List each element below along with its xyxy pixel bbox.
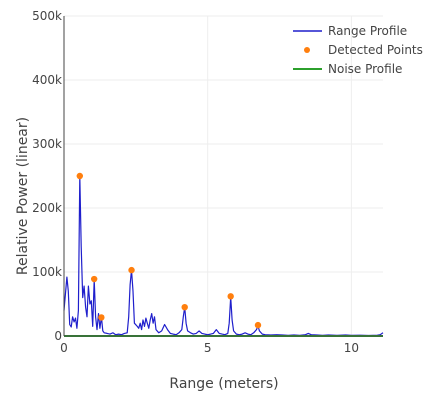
grid	[64, 15, 383, 336]
x-axis-title: Range (meters)	[169, 376, 278, 392]
legend: Range Profile Detected Points Noise Prof…	[293, 24, 423, 76]
y-axis-title: Relative Power (linear)	[15, 117, 31, 275]
legend-range-profile-label: Range Profile	[328, 24, 407, 38]
y-tick-label: 100k	[32, 265, 62, 279]
detected-point-marker	[98, 314, 105, 321]
y-tick-label: 400k	[32, 73, 62, 87]
y-tick-label: 0	[54, 329, 62, 343]
detected-point-marker	[76, 172, 84, 180]
x-tick-label: 10	[344, 341, 359, 355]
range-profile-line	[63, 175, 384, 337]
detected-point-marker	[128, 266, 135, 274]
y-tick-label: 200k	[32, 201, 62, 215]
legend-noise-profile-label: Noise Profile	[328, 62, 402, 76]
detected-point-marker	[254, 321, 262, 329]
axes: 0 100k 200k 300k 400k 500k 0 5 10	[32, 9, 383, 355]
y-tick-label: 300k	[32, 137, 62, 151]
detected-point-marker	[181, 304, 188, 311]
x-tick-label: 5	[204, 341, 212, 355]
legend-detected-points-label: Detected Points	[328, 43, 423, 57]
y-tick-label: 500k	[32, 9, 62, 23]
legend-detected-points-swatch	[304, 47, 310, 53]
detected-point-marker	[90, 275, 98, 283]
detected-point-marker	[227, 293, 234, 300]
x-tick-label: 0	[60, 341, 68, 355]
